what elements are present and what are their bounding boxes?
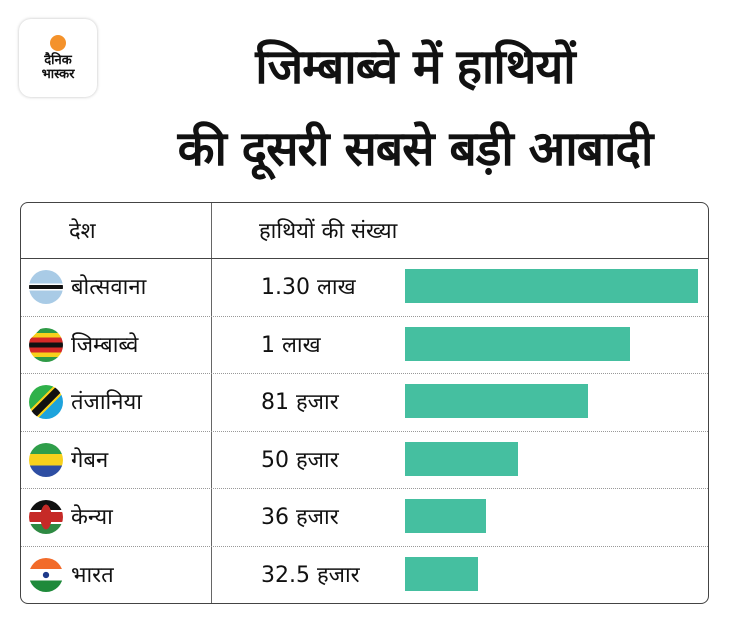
bar (405, 441, 518, 476)
bar (405, 269, 698, 303)
table-row: गेबन 50 हजार (21, 431, 708, 489)
elephant-table: देश हाथियों की संख्या बोत्सवाना 1.30 लाख… (20, 202, 709, 604)
bar (405, 384, 588, 418)
header-country: देश (69, 219, 96, 244)
table-header: देश हाथियों की संख्या (21, 203, 708, 259)
india-flag-icon (29, 557, 63, 592)
botswana-flag-icon (29, 270, 63, 304)
count-label: 81 हजार (261, 390, 339, 415)
kenya-flag-icon (29, 500, 63, 534)
zimbabwe-flag-icon (29, 327, 63, 362)
title-line2: की दूसरी सबसे बड़ी आबादी (177, 121, 654, 177)
table-row: भारत 32.5 हजार (21, 546, 708, 604)
table-row: केन्या 36 हजार (21, 488, 708, 547)
title-line1: जिम्बाब्वे में हाथियों (255, 39, 576, 95)
table-row: जिम्बाब्वे 1 लाख (21, 316, 708, 374)
country-name: बोत्सवाना (71, 275, 147, 300)
count-label: 32.5 हजार (261, 562, 360, 588)
column-divider (211, 203, 212, 603)
header-count: हाथियों की संख्या (259, 219, 398, 244)
country-name: गेबन (71, 447, 109, 473)
bar (405, 556, 479, 591)
country-name: भारत (71, 562, 114, 588)
count-label: 1.30 लाख (261, 275, 356, 300)
count-label: 36 हजार (261, 505, 339, 530)
count-label: 1 लाख (261, 332, 321, 358)
count-label: 50 हजार (261, 447, 339, 473)
logo-line2: भास्कर (41, 66, 75, 82)
dainik-bhaskar-logo: दैनिक भास्कर (19, 19, 97, 97)
gabon-flag-icon (29, 442, 63, 477)
logo-line1: दैनिक (44, 52, 72, 68)
sun-icon (50, 34, 66, 51)
country-name: जिम्बाब्वे (71, 332, 139, 358)
table-row: तंजानिया 81 हजार (21, 373, 708, 432)
table-row: बोत्सवाना 1.30 लाख (21, 258, 708, 317)
country-name: तंजानिया (71, 390, 142, 415)
bar (405, 499, 487, 533)
bar (405, 326, 631, 361)
country-name: केन्या (71, 505, 113, 530)
tanzania-flag-icon (29, 385, 63, 419)
